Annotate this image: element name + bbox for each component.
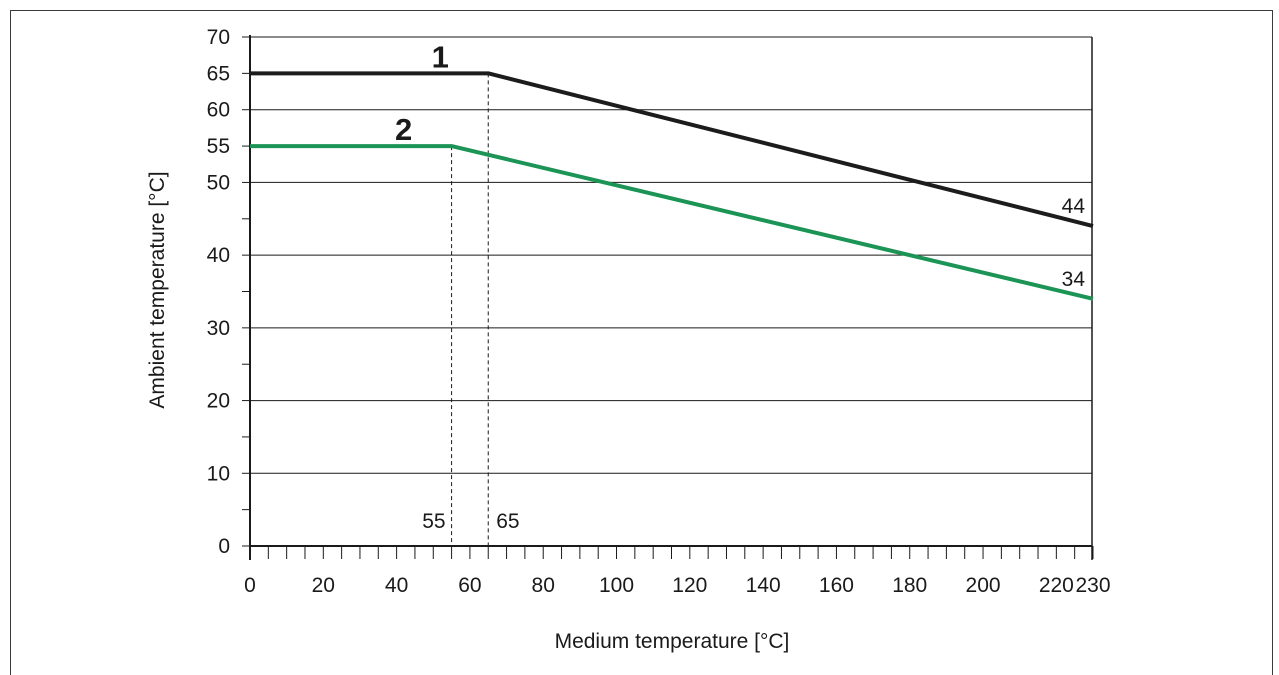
y-tick-label: 0 [218, 535, 230, 558]
x-tick-label: 140 [746, 574, 781, 597]
x-tick-label: 0 [244, 574, 256, 597]
y-tick-label: 50 [207, 171, 230, 194]
end-value-label-1: 44 [1062, 195, 1086, 218]
y-tick-label: 70 [207, 26, 230, 49]
x-axis-title: Medium temperature [°C] [555, 630, 790, 653]
figure-frame [10, 10, 1273, 675]
x-tick-labels: 0 20 40 60 80 100 120 140 160 180 200 220 230 [244, 574, 1110, 597]
axes [249, 35, 1093, 560]
y-axis-title: Ambient temperature [°C] [146, 171, 169, 408]
breakpoint-label-2: 55 [422, 510, 445, 533]
x-tick-label: 40 [385, 574, 408, 597]
x-tick-label: 120 [672, 574, 707, 597]
grid-lines [250, 36, 1092, 474]
y-tick-label: 60 [207, 99, 230, 122]
series-name-label-2: 2 [395, 112, 412, 147]
series-name-label-1: 1 [432, 39, 449, 74]
x-tick-label: 60 [458, 574, 481, 597]
y-tick-label: 65 [207, 62, 230, 85]
y-tick-label: 55 [207, 135, 230, 158]
series-line-1 [250, 71, 1094, 228]
x-tick-label: 180 [892, 574, 927, 597]
x-tick-label: 220 [1039, 574, 1074, 597]
x-tick-label: 100 [599, 574, 634, 597]
breakpoint-guides [451, 73, 489, 546]
y-tick-label: 10 [207, 462, 230, 485]
end-value-label-2: 34 [1062, 268, 1086, 291]
y-tick-labels: 0 10 20 30 40 50 55 60 65 70 [207, 26, 230, 558]
y-tick-label: 40 [207, 244, 230, 267]
x-minor-ticks [249, 546, 1094, 559]
x-tick-label: 200 [966, 574, 1001, 597]
x-tick-label: 20 [312, 574, 335, 597]
series-line-2 [250, 144, 1094, 301]
x-tick-label: 230 [1075, 574, 1110, 597]
x-tick-label: 80 [532, 574, 555, 597]
x-tick-label: 160 [819, 574, 854, 597]
y-tick-label: 20 [207, 390, 230, 413]
y-minor-ticks [242, 36, 250, 547]
y-tick-label: 30 [207, 317, 230, 340]
annotations: 1 2 65 55 44 34 [395, 39, 1085, 533]
breakpoint-label-1: 65 [496, 510, 519, 533]
series-lines [250, 71, 1094, 301]
